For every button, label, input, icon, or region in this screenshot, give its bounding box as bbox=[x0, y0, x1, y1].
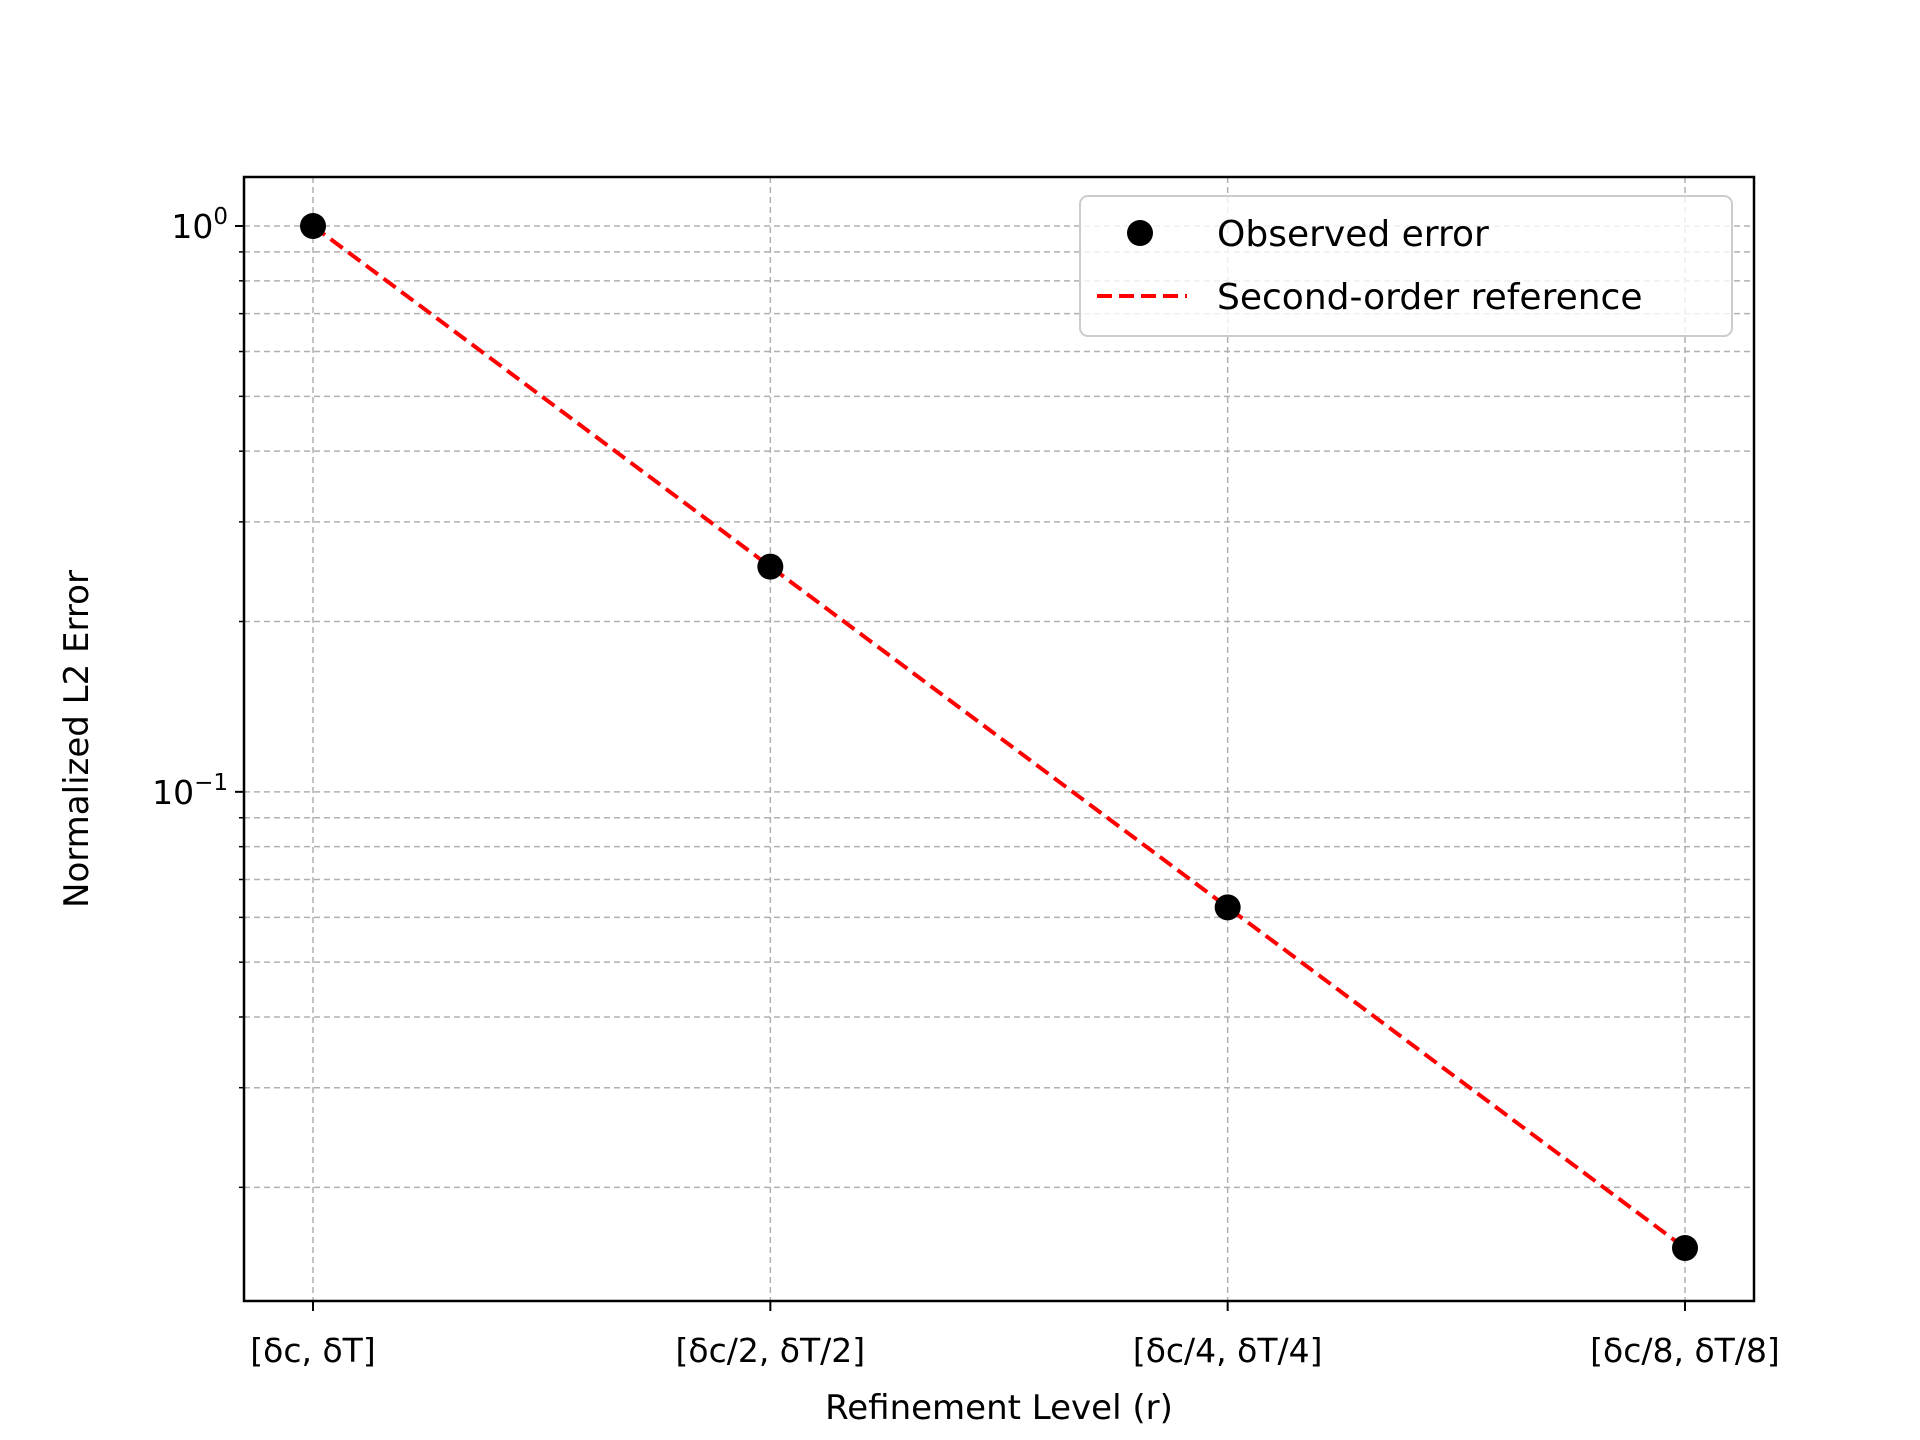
y-tick-label: 10−1 bbox=[152, 770, 228, 812]
data-point bbox=[300, 213, 326, 239]
legend-marker-observed bbox=[1127, 220, 1153, 246]
y-axis-label: Normalized L2 Error bbox=[57, 570, 97, 908]
ticks: [δc, δT] [δc/2, δT/2] [δc/4, δT/4] [δc/8, δ… bbox=[152, 204, 1780, 1370]
data-point bbox=[757, 553, 784, 580]
x-tick-label: [δc/2, δT/2] bbox=[676, 1331, 866, 1370]
y-tick-exponent: −1 bbox=[194, 770, 228, 796]
y-tick-base: 10 bbox=[171, 207, 213, 246]
y-tick-base: 10 bbox=[152, 773, 194, 812]
legend-label-observed: Observed error bbox=[1217, 214, 1489, 255]
x-tick-label: [δc/4, δT/4] bbox=[1133, 1331, 1323, 1370]
legend: Observed error Second-order reference bbox=[1079, 195, 1733, 337]
axes-frame bbox=[242, 175, 1756, 1303]
data-point bbox=[1672, 1235, 1698, 1261]
plot-area bbox=[300, 213, 1698, 1261]
legend-label-reference: Second-order reference bbox=[1217, 277, 1642, 318]
x-tick-label: [δc/8, δT/8] bbox=[1590, 1331, 1780, 1370]
reference-line bbox=[311, 224, 1687, 1250]
x-axis-label: Refinement Level (r) bbox=[825, 1388, 1173, 1428]
legend-box bbox=[1079, 195, 1733, 337]
grid bbox=[244, 177, 1754, 1301]
y-tick-exponent: 0 bbox=[213, 204, 228, 230]
y-tick-label: 100 bbox=[171, 204, 228, 246]
x-tick-label: [δc, δT] bbox=[250, 1331, 375, 1370]
data-point bbox=[1214, 894, 1241, 921]
